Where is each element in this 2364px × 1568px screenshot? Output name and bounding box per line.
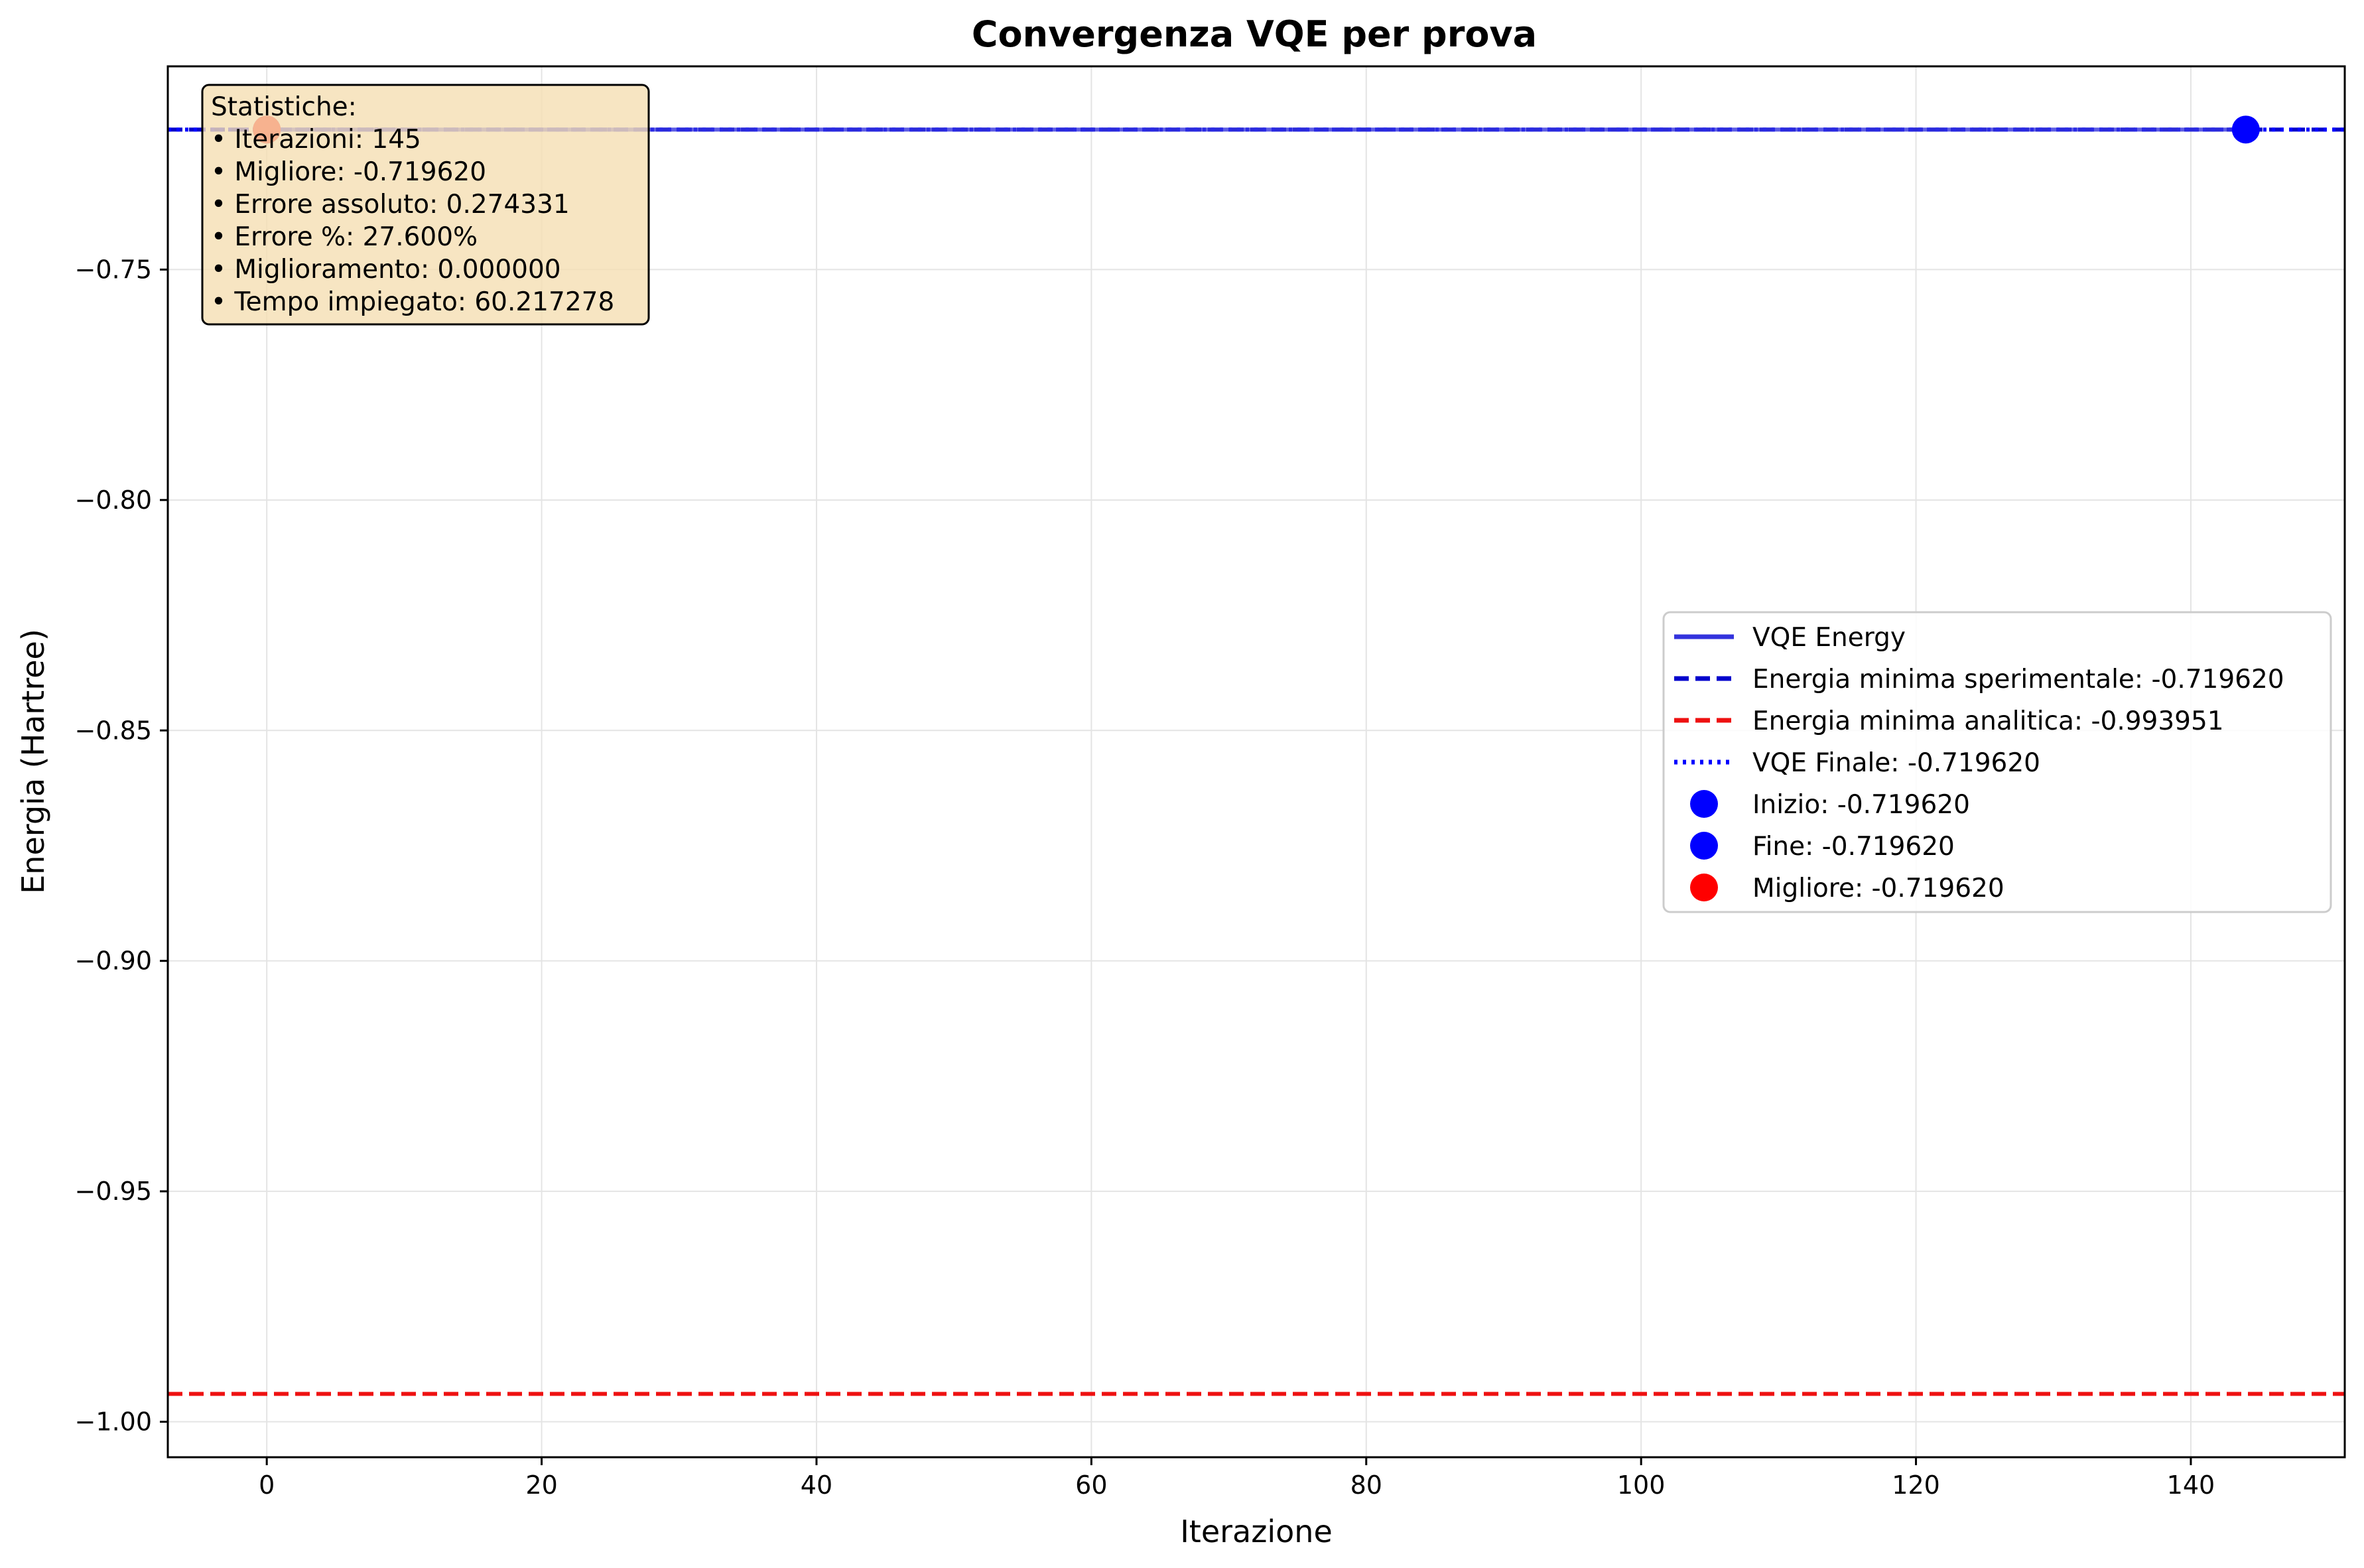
legend-label: Energia minima sperimentale: -0.719620	[1752, 665, 2284, 694]
legend-label: Inizio: -0.719620	[1752, 790, 1970, 820]
legend-label: Fine: -0.719620	[1752, 832, 1955, 862]
x-tick-label: 0	[259, 1470, 275, 1500]
legend-label: VQE Finale: -0.719620	[1752, 748, 2040, 778]
legend-box	[1662, 611, 2332, 913]
legend-marker-swatch	[1690, 790, 1718, 818]
y-tick-label: −0.80	[75, 486, 152, 515]
y-tick-label: −0.85	[75, 716, 152, 745]
marker-point-1	[2231, 115, 2260, 144]
legend-label: Energia minima analitica: -0.993951	[1752, 706, 2224, 736]
x-tick-label: 80	[1350, 1470, 1382, 1500]
y-tick-label: −0.90	[75, 947, 152, 976]
legend-label: Migliore: -0.719620	[1752, 874, 2004, 903]
x-tick-label: 140	[2167, 1470, 2215, 1500]
stats-line: • Migliore: -0.719620	[211, 157, 486, 187]
plot-frame	[166, 65, 2346, 1459]
x-tick-label: 120	[1892, 1470, 1940, 1500]
y-axis-label: Energia (Hartree)	[15, 629, 51, 894]
stats-box: Statistiche:• Iterazioni: 145• Migliore:…	[201, 84, 650, 326]
legend-label: VQE Energy	[1752, 623, 1906, 653]
x-tick-label: 40	[801, 1470, 832, 1500]
legend-marker-swatch	[1690, 832, 1718, 860]
x-tick-label: 20	[525, 1470, 557, 1500]
x-tick-label: 60	[1075, 1470, 1107, 1500]
stats-box-background	[201, 84, 650, 326]
stats-line: • Iterazioni: 145	[211, 125, 421, 155]
legend: VQE Energy Energia minima sperimentale: -…	[1662, 611, 2332, 913]
stats-line: • Errore assoluto: 0.274331	[211, 190, 570, 220]
stats-line: • Miglioramento: 0.000000	[211, 255, 561, 285]
stats-line: • Errore %: 27.600%	[211, 222, 478, 252]
x-axis-label: Iterazione	[1180, 1514, 1333, 1549]
stats-line: • Tempo impiegato: 60.217278	[211, 287, 614, 317]
y-tick-label: −1.00	[75, 1407, 152, 1436]
legend-marker-swatch	[1690, 874, 1718, 901]
chart-title: Convergenza VQE per prova	[972, 13, 1537, 55]
y-tick-label: −0.95	[75, 1177, 152, 1206]
y-tick-label: −0.75	[75, 255, 152, 284]
axis-ticks: 0 20 40 60 80 100 120 140 −0.75 −0.80 −0.85 −0.90 −0…	[75, 255, 2215, 1500]
x-tick-label: 100	[1617, 1470, 1666, 1500]
stats-line: Statistiche:	[211, 92, 357, 122]
